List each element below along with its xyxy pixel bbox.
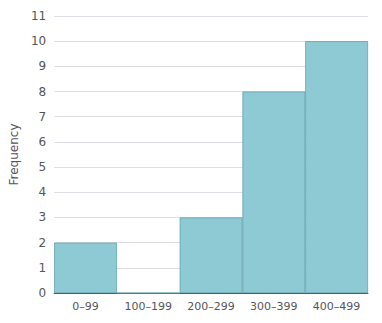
svg-text:3: 3: [39, 210, 47, 224]
svg-text:0–99: 0–99: [72, 300, 99, 313]
svg-text:11: 11: [31, 9, 46, 23]
svg-text:5: 5: [39, 160, 47, 174]
svg-text:6: 6: [39, 135, 47, 149]
svg-text:400–499: 400–499: [313, 300, 361, 313]
svg-text:0: 0: [39, 286, 47, 300]
svg-text:300–399: 300–399: [250, 300, 298, 313]
svg-text:9: 9: [39, 59, 47, 73]
svg-text:Frequency: Frequency: [7, 124, 21, 186]
svg-text:2: 2: [39, 236, 47, 250]
svg-text:1: 1: [39, 261, 47, 275]
svg-text:7: 7: [39, 110, 47, 124]
svg-text:100–199: 100–199: [125, 300, 173, 313]
svg-text:200–299: 200–299: [187, 300, 235, 313]
svg-text:10: 10: [31, 34, 46, 48]
svg-text:8: 8: [39, 85, 47, 99]
svg-text:4: 4: [39, 185, 47, 199]
